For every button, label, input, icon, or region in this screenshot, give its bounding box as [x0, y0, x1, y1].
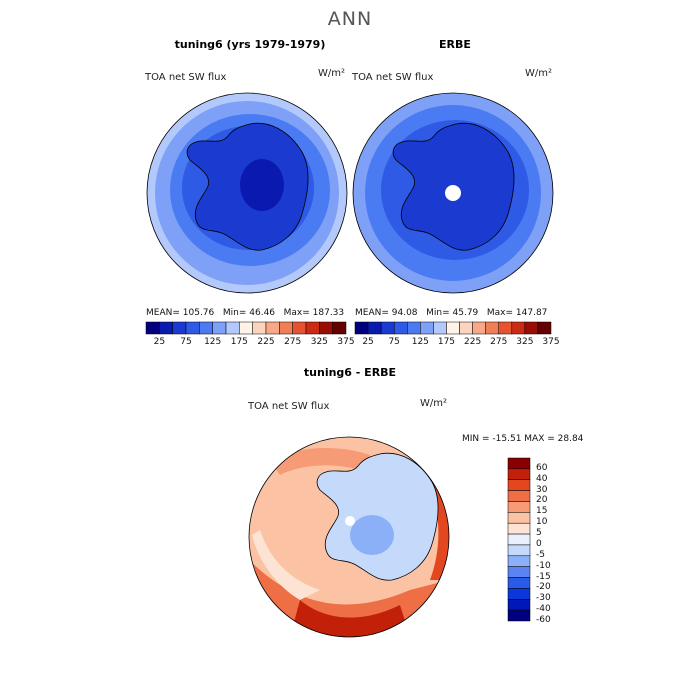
- panel3-colorbar-tick-label: 15: [536, 506, 548, 517]
- panel2-colorbar-swatch: [380, 321, 395, 335]
- panel1-colorbar-swatch: [319, 321, 333, 335]
- panel3-variable-label: TOA net SW flux: [248, 401, 330, 412]
- panel2-colorbar-swatch: [511, 321, 526, 335]
- panel2-colorbar-tick-label: 125: [411, 337, 429, 347]
- panel3-colorbar-swatch: [507, 544, 531, 557]
- panel2-colorbar-swatch: [537, 321, 552, 335]
- panel2-colorbar-tick-label: 25: [362, 337, 374, 347]
- panel3-map: [249, 437, 449, 637]
- panel3-colorbar-tick-label: 0: [536, 538, 542, 549]
- panel3-colorbar-swatch: [507, 588, 531, 600]
- panel1-colorbar-swatch: [332, 321, 347, 335]
- panel2-colorbar-swatch: [420, 321, 434, 335]
- panel2-colorbar-tick-label: 225: [464, 337, 482, 347]
- panel1-colorbar-swatch: [199, 321, 213, 335]
- panel2-colorbar-tick-label: 375: [542, 337, 560, 347]
- panel3-colorbar-swatch: [507, 609, 531, 622]
- panel1-colorbar-swatch: [172, 321, 187, 335]
- panel1-colorbar-swatch: [212, 321, 227, 335]
- panel3-colorbar-tick-label: -20: [536, 582, 551, 593]
- panel3-colorbar-swatch: [507, 490, 531, 502]
- panel2-colorbar-swatch: [524, 321, 539, 335]
- panel2-colorbar-swatch: [498, 321, 513, 335]
- panel3-colorbar-tick-label: -60: [536, 615, 551, 625]
- panel1-colorbar-swatch: [292, 321, 307, 335]
- panel2-colorbar-swatch: [485, 321, 499, 335]
- panel3-colorbar-tick-label: -40: [536, 604, 551, 615]
- panel1-colorbar-tick-label: 325: [310, 337, 328, 347]
- panel3-colorbar-swatch: [507, 533, 531, 546]
- panel1-units: W/m²: [318, 68, 346, 79]
- panel3-colorbar-swatch: [507, 577, 531, 589]
- panel2-colorbar-tick-label: 275: [490, 337, 508, 347]
- panel3-colorbar-tick-label: -10: [536, 560, 551, 571]
- panel3-colorbar-tick-label: -30: [536, 593, 551, 604]
- panel1-colorbar-swatch: [265, 321, 280, 335]
- panel1-colorbar-tick-label: 225: [257, 337, 275, 347]
- panel2-title: ERBE: [439, 38, 471, 51]
- panel2-colorbar-swatch: [433, 321, 447, 335]
- panel1-colorbar-tick-label: 75: [180, 337, 192, 347]
- panel1-colorbar-tick-label: 125: [204, 337, 222, 347]
- panel3-colorbar-swatch: [507, 555, 531, 567]
- panel1-colorbar-tick-label: 175: [230, 337, 248, 347]
- panel3-colorbar-tick-label: 60: [536, 462, 548, 473]
- panel2-colorbar-swatch: [472, 321, 486, 335]
- panel2-colorbar-swatch: [459, 321, 473, 335]
- panel2-colorbar-swatch: [367, 321, 382, 335]
- panel2-colorbar-swatch: [354, 321, 369, 335]
- panel3-colorbar-swatch: [507, 479, 531, 491]
- panel3-title: tuning6 - ERBE: [303, 366, 397, 379]
- panel1-colorbar-swatch: [279, 321, 293, 335]
- panel2-colorbar-tick-label: 325: [516, 337, 534, 347]
- page-title: ANN: [327, 8, 373, 30]
- panel3-stats: MIN = -15.51 MAX = 28.84: [462, 434, 584, 444]
- panel1-colorbar-tick-label: 375: [337, 337, 355, 347]
- panel3-colorbar-swatch: [507, 522, 531, 535]
- panel2-colorbar-tick-label: 75: [388, 337, 400, 347]
- panel1-colorbar-swatch: [252, 321, 267, 335]
- panel2-colorbar-tick-label: 175: [437, 337, 456, 347]
- panel1-variable-label: TOA net SW flux: [145, 72, 227, 83]
- panel1-stats: MEAN= 105.76 Min= 46.46 Max= 187.33: [146, 308, 345, 318]
- panel1-map: [147, 93, 347, 293]
- panel3-colorbar-swatch: [507, 457, 531, 470]
- panel1-title: tuning6 (yrs 1979-1979): [174, 38, 326, 51]
- panel3-colorbar-tick-label: 30: [536, 484, 548, 495]
- panel3-colorbar-tick-label: 20: [536, 495, 548, 506]
- panel3-colorbar-swatch: [507, 468, 531, 480]
- panel3-colorbar-tick-label: 5: [536, 528, 542, 539]
- panel1-colorbar-swatch: [305, 321, 320, 335]
- panel1-colorbar-swatch: [225, 321, 240, 335]
- panel3-colorbar-tick-label: 40: [536, 473, 548, 484]
- panel1-colorbar-swatch: [145, 321, 160, 335]
- panel3-colorbar-swatch: [507, 566, 531, 578]
- panel1-colorbar-tick-label: 25: [153, 337, 166, 347]
- panel2-colorbar-swatch: [446, 321, 460, 335]
- panel2-stats: MEAN= 94.08 Min= 45.79 Max= 147.87: [355, 308, 548, 318]
- panel2-colorbar-swatch: [407, 321, 421, 335]
- panel1-colorbar-swatch: [239, 321, 253, 335]
- panel3-colorbar-swatch: [507, 501, 531, 513]
- panel3-colorbar-tick-label: -15: [536, 571, 551, 582]
- panel2-variable-label: TOA net SW flux: [352, 72, 434, 83]
- panel1-colorbar-swatch: [185, 321, 200, 335]
- panel1-colorbar-tick-label: 275: [284, 337, 302, 347]
- panel2-units: W/m²: [525, 68, 553, 79]
- panel3-colorbar-tick-label: -5: [536, 549, 545, 560]
- panel3-colorbar-tick-label: 10: [536, 517, 548, 528]
- panel3-colorbar-swatch: [507, 599, 531, 611]
- panel3-colorbar-swatch: [507, 512, 531, 524]
- panel2-map: [353, 93, 553, 293]
- panel2-colorbar-swatch: [393, 321, 408, 335]
- panel3-units: W/m²: [420, 398, 448, 409]
- panel1-colorbar-swatch: [159, 321, 173, 335]
